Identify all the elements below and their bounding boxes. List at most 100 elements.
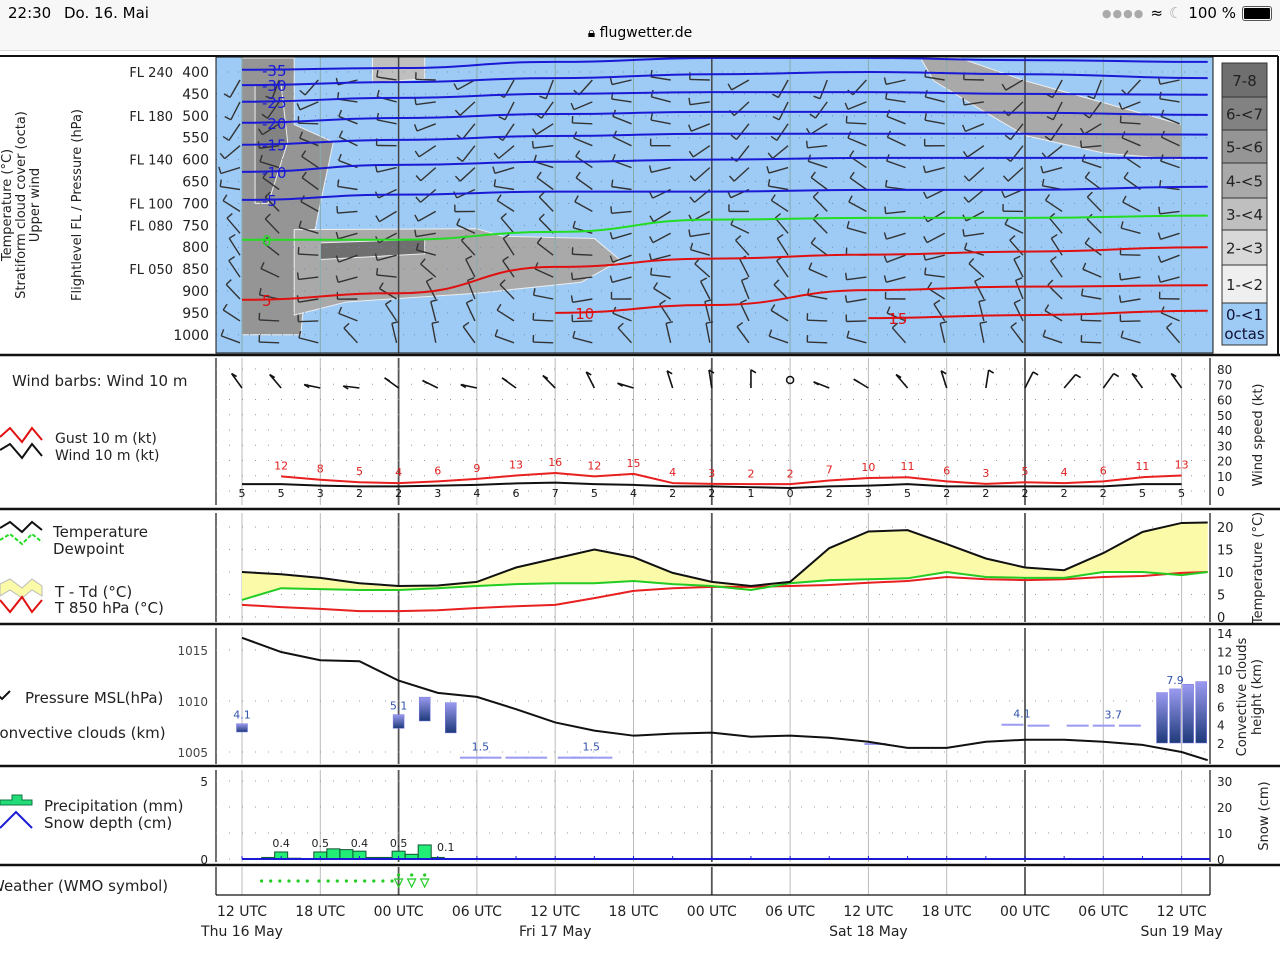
precip-value-label: 0.5 — [390, 837, 408, 850]
upper-title-2: Stratiform cloud cover (octa) — [14, 111, 29, 299]
barb-tick — [1013, 299, 1021, 304]
barb-staff — [420, 167, 437, 182]
barb-staff — [574, 201, 593, 213]
gust-value-label: 6 — [434, 464, 441, 477]
upper-wind-barb — [301, 171, 319, 191]
convective-cloud-bar — [1169, 688, 1181, 744]
barb-staff — [533, 145, 554, 149]
barb-tick — [222, 303, 228, 311]
x-tick-label: 12 UTC — [217, 904, 267, 920]
upper-wind-barb — [730, 123, 750, 140]
upper-wind-barb — [653, 282, 672, 300]
barb-tick — [337, 179, 340, 187]
flight-level-label: FL 240 — [129, 66, 173, 81]
barb-staff — [1126, 79, 1141, 96]
upper-wind-barb — [1119, 314, 1141, 323]
barb-tick — [536, 237, 543, 244]
barb-staff — [298, 226, 319, 234]
barb-tick — [1044, 135, 1052, 141]
barb-tick — [648, 165, 652, 173]
upper-wind-barb — [1014, 277, 1024, 300]
barb-staff — [705, 323, 711, 343]
upper-wind-barb — [502, 233, 515, 256]
cloud-legend-box — [1221, 302, 1268, 346]
barb-staff — [391, 323, 398, 343]
upper-wind-barb — [1004, 123, 1024, 141]
barb-staff — [1009, 239, 1024, 256]
barb-tick — [844, 102, 849, 110]
barb-staff — [613, 136, 632, 147]
convective-legend-label: Convective clouds (km) — [0, 724, 166, 742]
convective-cloud-bar — [392, 714, 405, 729]
barb-staff — [814, 101, 828, 119]
barb-staff — [652, 232, 671, 244]
wind-legend-label: Wind 10 m (kt) — [55, 448, 160, 464]
barb-staff — [1004, 223, 1024, 234]
barb-tick — [968, 258, 975, 265]
barb-staff — [1102, 373, 1115, 389]
isotherm-label: -25 — [262, 94, 287, 112]
barb-tick — [220, 329, 225, 337]
surface-wind-barb — [460, 383, 478, 389]
barb-staff — [222, 200, 241, 212]
wind-value-label: 5 — [591, 487, 598, 500]
upper-wind-barb — [963, 188, 985, 203]
upper-wind-barb — [883, 232, 906, 240]
barb-staff — [1120, 253, 1141, 256]
convective-tick-label: 4 — [1217, 719, 1225, 733]
barb-tick — [609, 232, 613, 240]
barb-tick — [496, 194, 502, 201]
convective-cloud-label: 4.1 — [1013, 708, 1031, 721]
address-bar[interactable]: 🔒︎ flugwetter.de — [0, 25, 1280, 41]
convective-tick-label: 14 — [1217, 627, 1232, 641]
barb-tick — [1086, 191, 1093, 198]
cloud-legend-label: 6-<7 — [1226, 106, 1263, 124]
gust-value-label: 3 — [982, 467, 989, 480]
barb-staff — [651, 96, 671, 103]
cloud-legend-label: 0-<1 — [1226, 306, 1263, 324]
isotherm-label: -20 — [262, 115, 287, 133]
gust-value-label: 12 — [587, 459, 601, 472]
precip-value-label: 0.5 — [312, 837, 330, 850]
barb-tick — [964, 242, 968, 250]
barb-tick — [1010, 322, 1017, 328]
barb-tick — [342, 385, 349, 390]
barb-staff — [259, 319, 280, 322]
cloud-legend-label: 7-8 — [1232, 72, 1257, 90]
upper-wind-barb — [376, 69, 397, 81]
gust-value-label: 9 — [473, 462, 480, 475]
barb-staff — [533, 319, 554, 322]
upper-wind-barb — [532, 335, 554, 344]
isotherm-line — [241, 246, 1208, 301]
barb-tick — [770, 304, 776, 311]
surface-wind-barb — [1131, 372, 1144, 389]
barb-tick — [1050, 234, 1058, 239]
barb-tick — [962, 97, 965, 106]
gust-value-label: 5 — [1022, 465, 1029, 478]
isotherm-line — [241, 91, 1208, 103]
pressure-tick-label: 700 — [182, 196, 209, 212]
upper-wind-barb — [1118, 295, 1141, 304]
x-tick-label: 06 UTC — [1078, 904, 1128, 920]
barb-staff — [689, 78, 710, 81]
barb-tick — [1157, 232, 1162, 240]
isotherm-label: 15 — [888, 310, 907, 328]
barb-tick — [384, 377, 390, 382]
upper-wind-barb — [465, 255, 476, 278]
barb-staff — [419, 188, 437, 203]
barb-tick — [496, 303, 502, 311]
barb-staff — [460, 239, 476, 256]
barb-tick — [265, 95, 273, 100]
barb-staff — [262, 177, 280, 191]
x-tick-label: 12 UTC — [530, 904, 580, 920]
barb-tick — [542, 374, 549, 380]
barb-tick — [219, 179, 222, 187]
gust-legend-label: Gust 10 m (kt) — [55, 431, 157, 447]
barb-tick — [1158, 206, 1161, 214]
upper-wind-barb — [846, 330, 867, 344]
upper-wind-barb — [649, 210, 672, 223]
barb-tick — [1170, 372, 1177, 378]
barb-staff — [303, 383, 321, 389]
barb-staff — [343, 327, 358, 344]
upper-wind-barb — [265, 79, 280, 100]
